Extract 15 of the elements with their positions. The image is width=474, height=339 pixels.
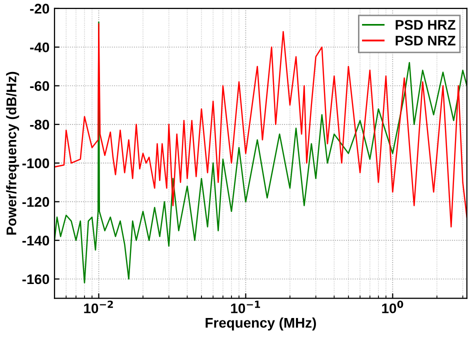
y-tick-label: -120 bbox=[22, 197, 50, 207]
y-tick-label: -140 bbox=[22, 236, 50, 246]
x-tick-label: 10$^{0}$ bbox=[382, 300, 404, 314]
y-tick-label: -20 bbox=[30, 4, 50, 14]
legend-label: PSD HRZ bbox=[396, 20, 456, 30]
y-axis-title: Power/frequency (dB/Hz) bbox=[6, 72, 20, 235]
y-tick-label: -160 bbox=[22, 274, 50, 284]
y-tick-label: -80 bbox=[30, 120, 50, 130]
legend-label: PSD NRZ bbox=[396, 36, 456, 46]
y-tick-label: -40 bbox=[30, 42, 50, 52]
y-tick-label: -100 bbox=[22, 158, 50, 168]
x-tick-label: 10$^{−2}$ bbox=[84, 300, 113, 314]
x-tick-label: 10$^{−1}$ bbox=[231, 300, 260, 314]
y-tick-label: -60 bbox=[30, 81, 50, 91]
x-axis-title: Frequency (MHz) bbox=[206, 318, 316, 330]
